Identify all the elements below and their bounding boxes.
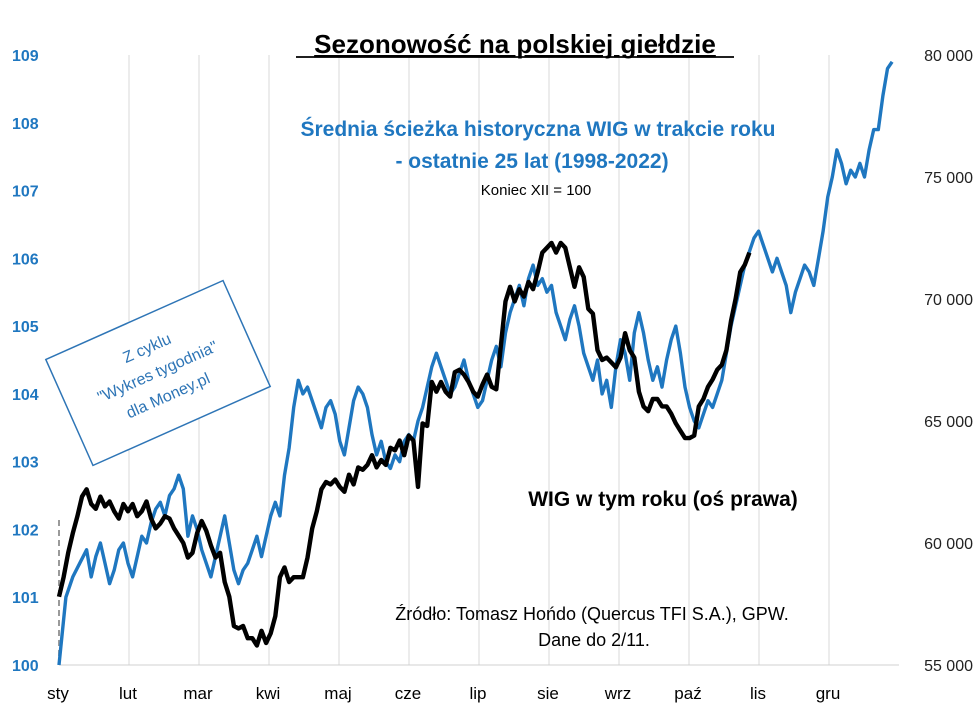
right-axis-tick-label: 60 000 bbox=[924, 536, 973, 553]
badge-frame bbox=[44, 279, 272, 467]
left-axis-tick-label: 109 bbox=[12, 48, 39, 65]
left-axis-tick-label: 108 bbox=[12, 116, 39, 133]
left-axis-tick-label: 103 bbox=[12, 455, 39, 472]
right-axis-tick-label: 65 000 bbox=[924, 414, 973, 431]
x-tick-label: wrz bbox=[604, 684, 631, 703]
historical-average-line bbox=[57, 60, 894, 666]
right-axis-tick-label: 70 000 bbox=[924, 292, 973, 309]
source-line-1: Źródło: Tomasz Hońdo (Quercus TFI S.A.),… bbox=[395, 604, 788, 624]
series-badge: Z cyklu "Wykres tygodnia" dla Money.pl bbox=[44, 279, 272, 467]
current-year-wig-line bbox=[56, 240, 752, 648]
x-tick-label: lip bbox=[469, 684, 486, 703]
baseline-note: Koniec XII = 100 bbox=[481, 182, 592, 199]
x-tick-label: sty bbox=[47, 684, 69, 703]
left-axis-tick-label: 104 bbox=[12, 387, 39, 404]
left-axis-ticks: 100 101 102 103 104 105 106 107 108 109 bbox=[12, 48, 39, 675]
left-axis-tick-label: 100 bbox=[12, 658, 39, 675]
left-axis-tick-label: 101 bbox=[12, 590, 39, 607]
x-tick-label: lut bbox=[119, 684, 137, 703]
left-axis-tick-label: 107 bbox=[12, 184, 39, 201]
left-axis-tick-label: 105 bbox=[12, 319, 39, 336]
x-tick-label: sie bbox=[537, 684, 559, 703]
left-axis-tick-label: 102 bbox=[12, 522, 39, 539]
right-axis-tick-label: 55 000 bbox=[924, 658, 973, 675]
x-tick-label: lis bbox=[750, 684, 766, 703]
subtitle-line-1: Średnia ścieżka historyczna WIG w trakci… bbox=[300, 117, 775, 141]
x-tick-label: maj bbox=[324, 684, 351, 703]
current-series-label: WIG w tym roku (oś prawa) bbox=[528, 488, 798, 511]
right-axis-tick-label: 80 000 bbox=[924, 48, 973, 65]
right-axis-tick-label: 75 000 bbox=[924, 170, 973, 187]
chart-title: Sezonowość na polskiej giełdzie bbox=[314, 29, 716, 59]
x-tick-label: gru bbox=[816, 684, 841, 703]
x-tick-label: kwi bbox=[256, 684, 281, 703]
subtitle-line-2: - ostatnie 25 lat (1998-2022) bbox=[395, 150, 668, 173]
left-axis-tick-label: 106 bbox=[12, 251, 39, 268]
x-tick-label: mar bbox=[183, 684, 213, 703]
right-axis-ticks: 55 000 60 000 65 000 70 000 75 000 80 000 bbox=[924, 48, 973, 675]
x-tick-label: cze bbox=[395, 684, 421, 703]
vertical-gridlines bbox=[59, 55, 899, 666]
source-line-2: Dane do 2/11. bbox=[538, 630, 650, 650]
x-tick-label: paź bbox=[674, 684, 701, 703]
x-axis-ticks: sty lut mar kwi maj cze lip sie wrz paź lis gru bbox=[47, 684, 840, 703]
